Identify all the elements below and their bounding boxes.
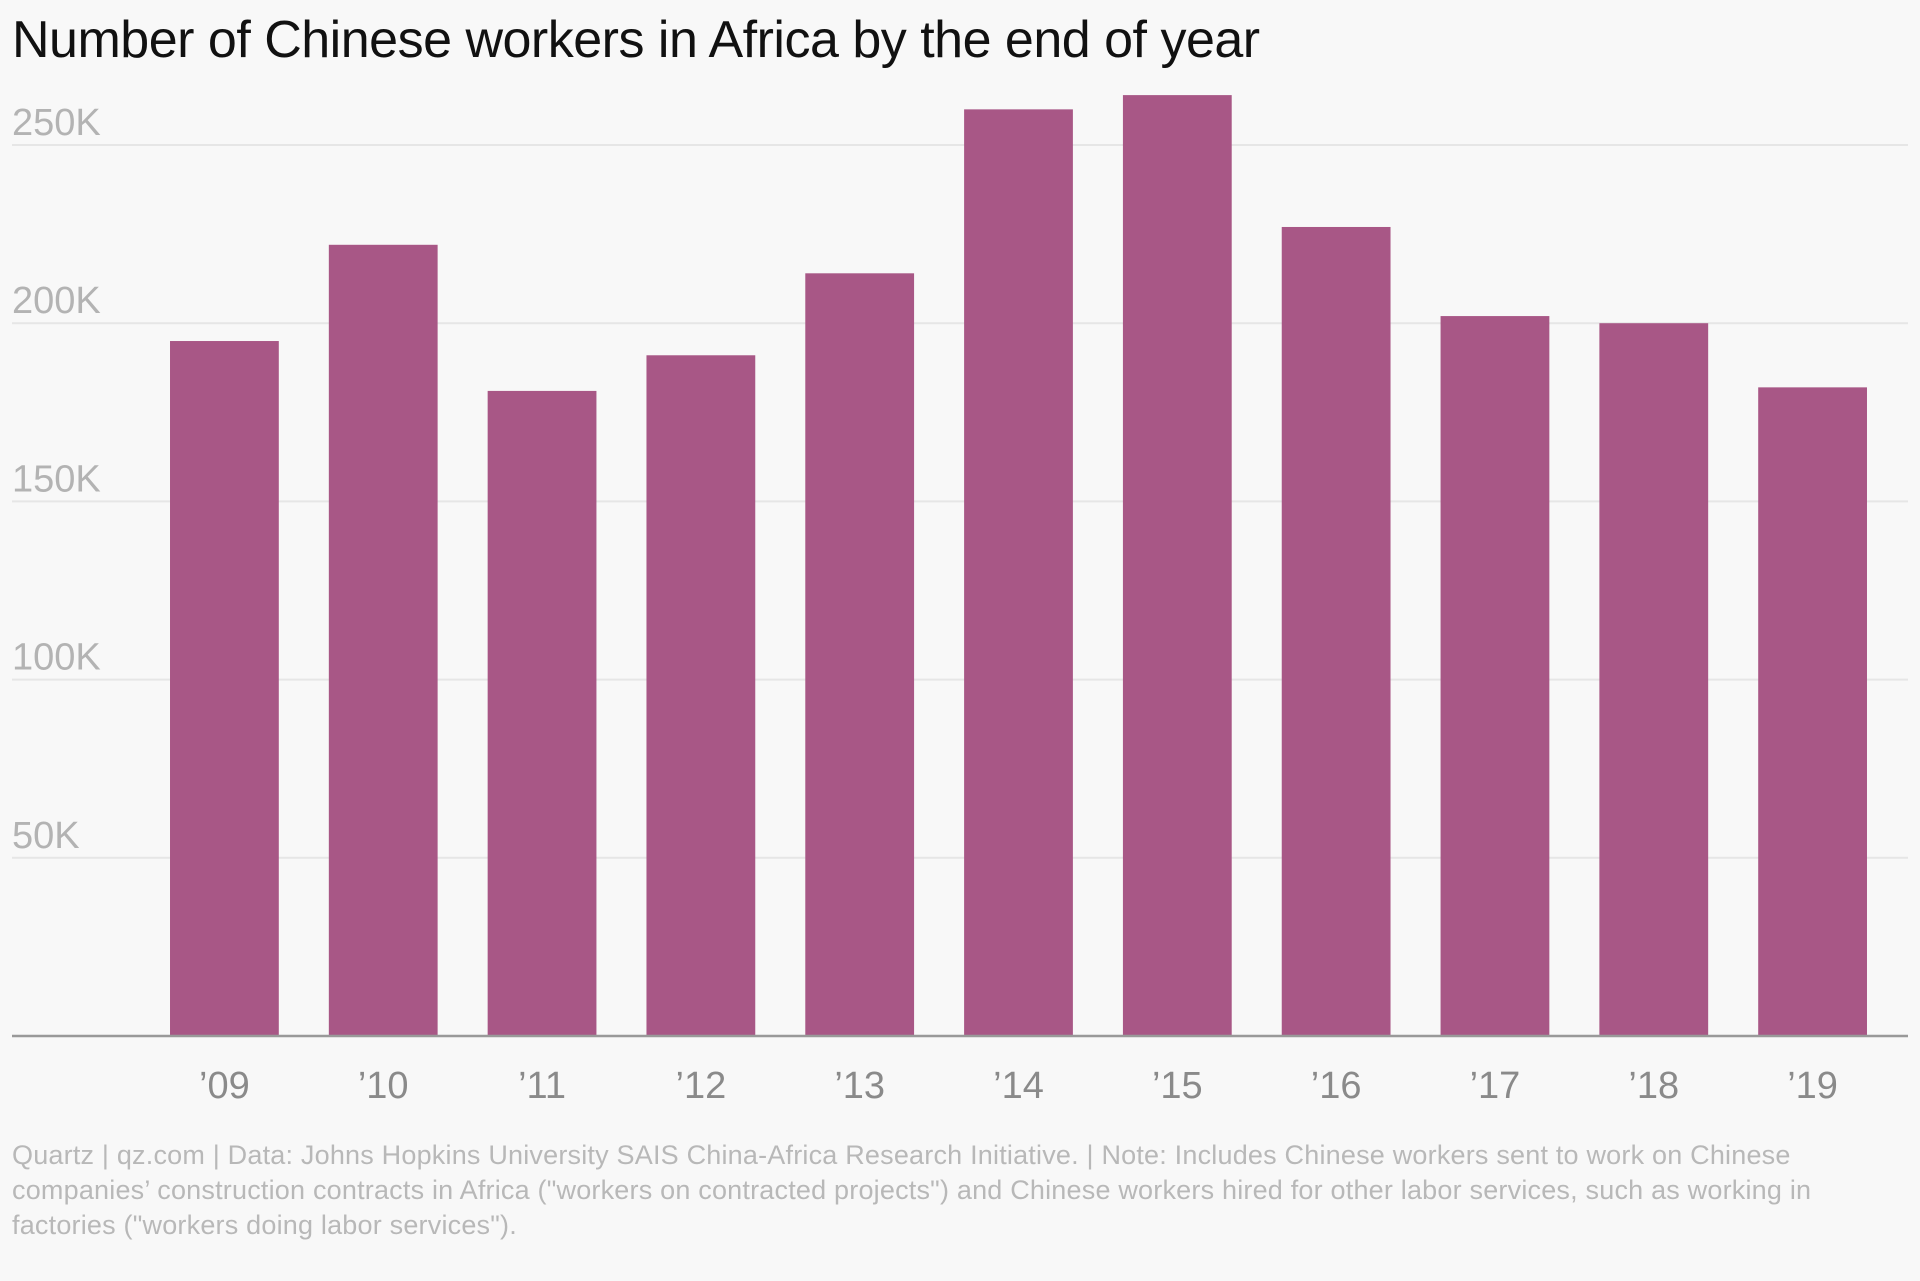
y-axis-tick-labels: 50K 100K 150K 200K 250K (12, 102, 101, 857)
y-tick-label: 200K (12, 280, 101, 322)
bar (170, 341, 279, 1036)
bar (1281, 226, 1391, 1037)
bar (964, 109, 1073, 1037)
x-tick-label: ’09 (199, 1065, 250, 1107)
source-note: Quartz | qz.com | Data: Johns Hopkins Un… (12, 1140, 1812, 1240)
bar (805, 273, 915, 1037)
x-tick-label: ’10 (358, 1065, 409, 1107)
x-tick-label: ’12 (676, 1065, 727, 1107)
x-tick-label: ’13 (834, 1065, 885, 1107)
y-tick-label: 250K (12, 102, 101, 144)
bar (1599, 323, 1709, 1036)
bar (1758, 387, 1867, 1036)
bar (646, 355, 756, 1036)
chart-title: Number of Chinese workers in Africa by t… (12, 11, 1260, 69)
y-tick-label: 100K (12, 637, 101, 679)
x-axis-tick-labels: ’09 ’10 ’11 ’12 ’13 ’14 ’15 ’16 ’17 ’18 ’19 (199, 1065, 1838, 1107)
x-tick-label: ’16 (1311, 1065, 1362, 1107)
x-tick-label: ’19 (1787, 1065, 1838, 1107)
y-tick-label: 150K (12, 458, 101, 500)
x-tick-label: ’11 (518, 1065, 566, 1107)
x-tick-label: ’18 (1628, 1065, 1679, 1107)
x-tick-label: ’17 (1470, 1065, 1521, 1107)
y-tick-label: 50K (12, 815, 80, 857)
bar (1122, 95, 1232, 1036)
bar (328, 244, 438, 1037)
bars (170, 95, 1867, 1037)
x-tick-label: ’15 (1152, 1065, 1203, 1107)
gridlines (12, 144, 1908, 859)
bar (1440, 316, 1550, 1036)
x-tick-label: ’14 (993, 1065, 1044, 1107)
bar (487, 390, 597, 1036)
